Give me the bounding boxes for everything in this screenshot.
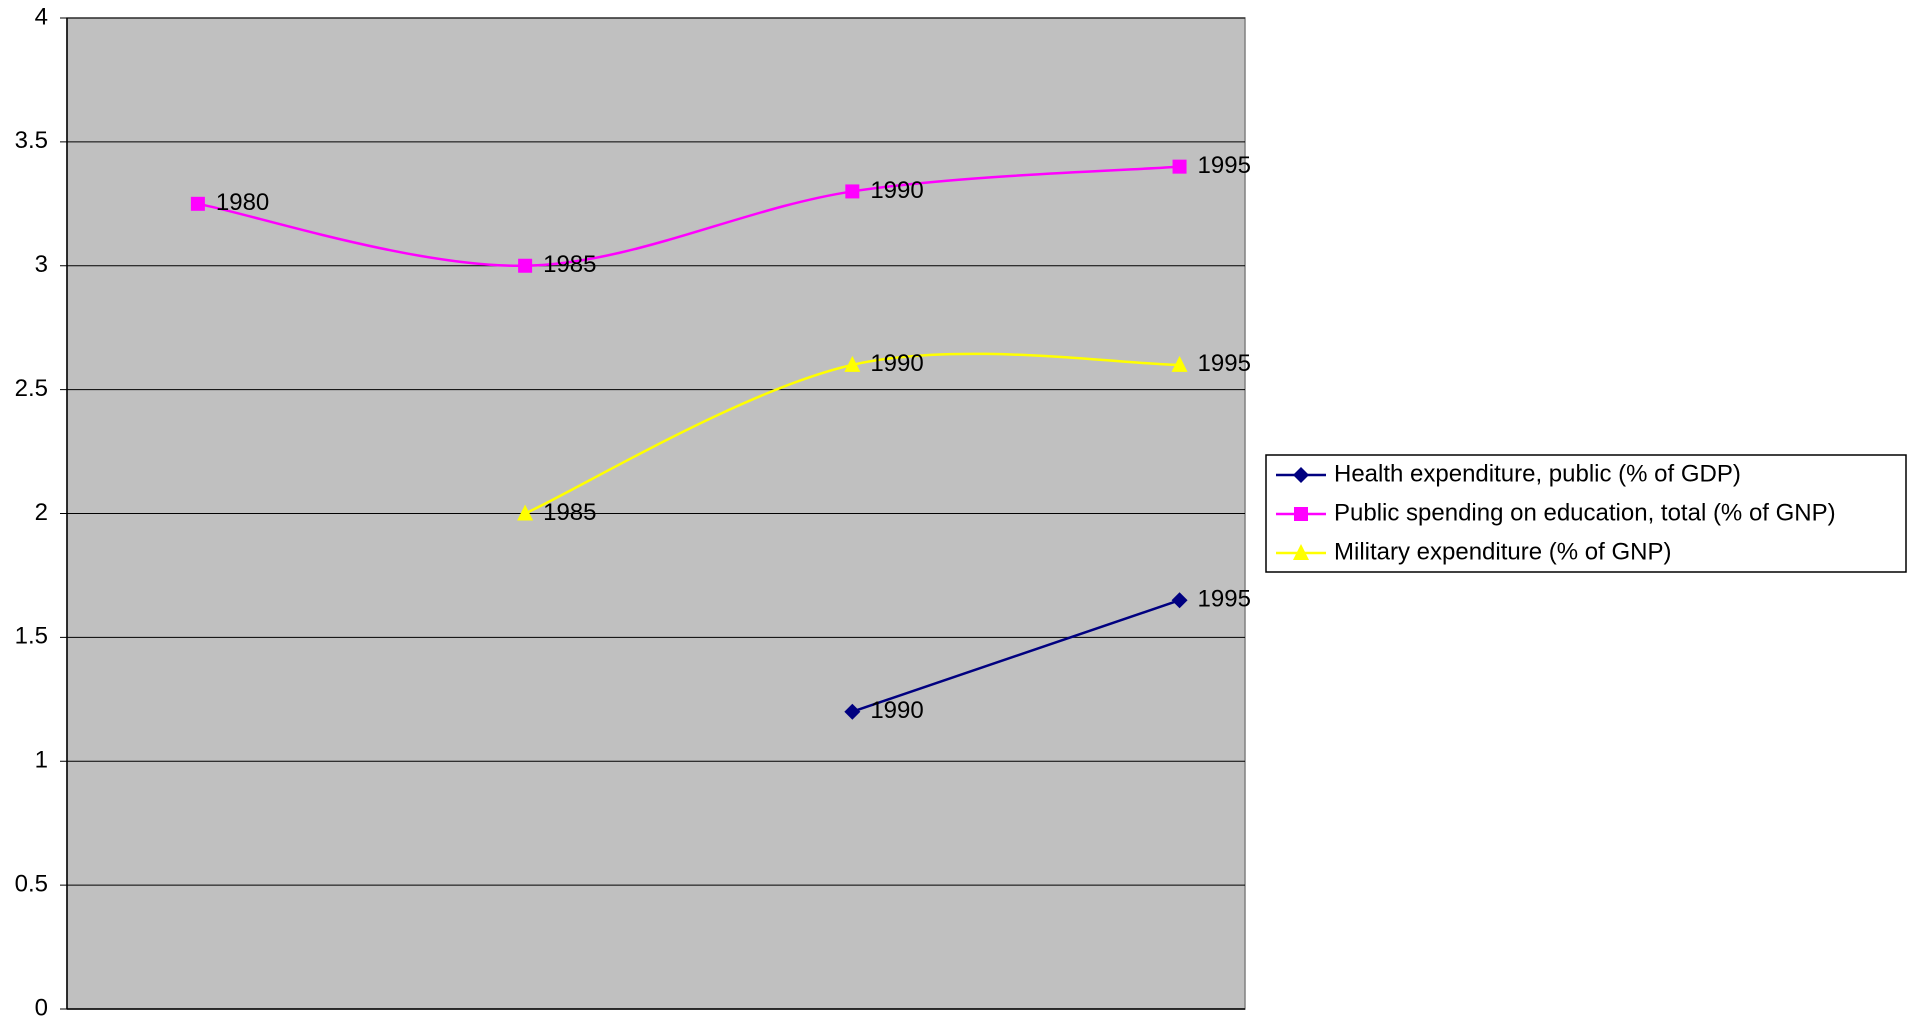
point-label: 1980 [216,189,269,216]
legend-label: Military expenditure (% of GNP) [1334,538,1671,565]
y-tick-label: 2 [35,499,48,526]
y-tick-label: 3 [35,251,48,278]
y-tick-label: 0 [35,994,48,1021]
point-label: 1990 [870,177,923,204]
marker [517,504,534,521]
point-label: 1985 [543,251,596,278]
point-label: 1985 [543,499,596,526]
point-label: 1990 [870,350,923,377]
y-tick-label: 1.5 [15,623,48,650]
y-tick-label: 4 [35,3,48,30]
legend-label: Public spending on education, total (% o… [1334,499,1836,526]
point-label: 1995 [1198,350,1251,377]
legend-marker [1293,544,1309,560]
y-tick-label: 2.5 [15,375,48,402]
series-line [197,165,1180,268]
legend-box [1265,454,1907,573]
legend-label: Health expenditure, public (% of GDP) [1334,460,1741,487]
point-label: 1995 [1198,152,1251,179]
marker [1171,592,1188,609]
legend-marker [1294,507,1308,521]
point-label: 1995 [1198,586,1251,613]
marker [1172,159,1187,174]
marker [844,703,861,720]
series-line [851,599,1180,713]
y-tick-label: 1 [35,747,48,774]
marker [844,355,861,372]
marker [518,258,533,273]
point-label: 1990 [870,697,923,724]
marker [1171,355,1188,372]
y-tick-label: 0.5 [15,870,48,897]
legend-marker [1293,467,1309,483]
marker [845,184,860,199]
y-tick-label: 3.5 [15,127,48,154]
marker [190,196,205,211]
